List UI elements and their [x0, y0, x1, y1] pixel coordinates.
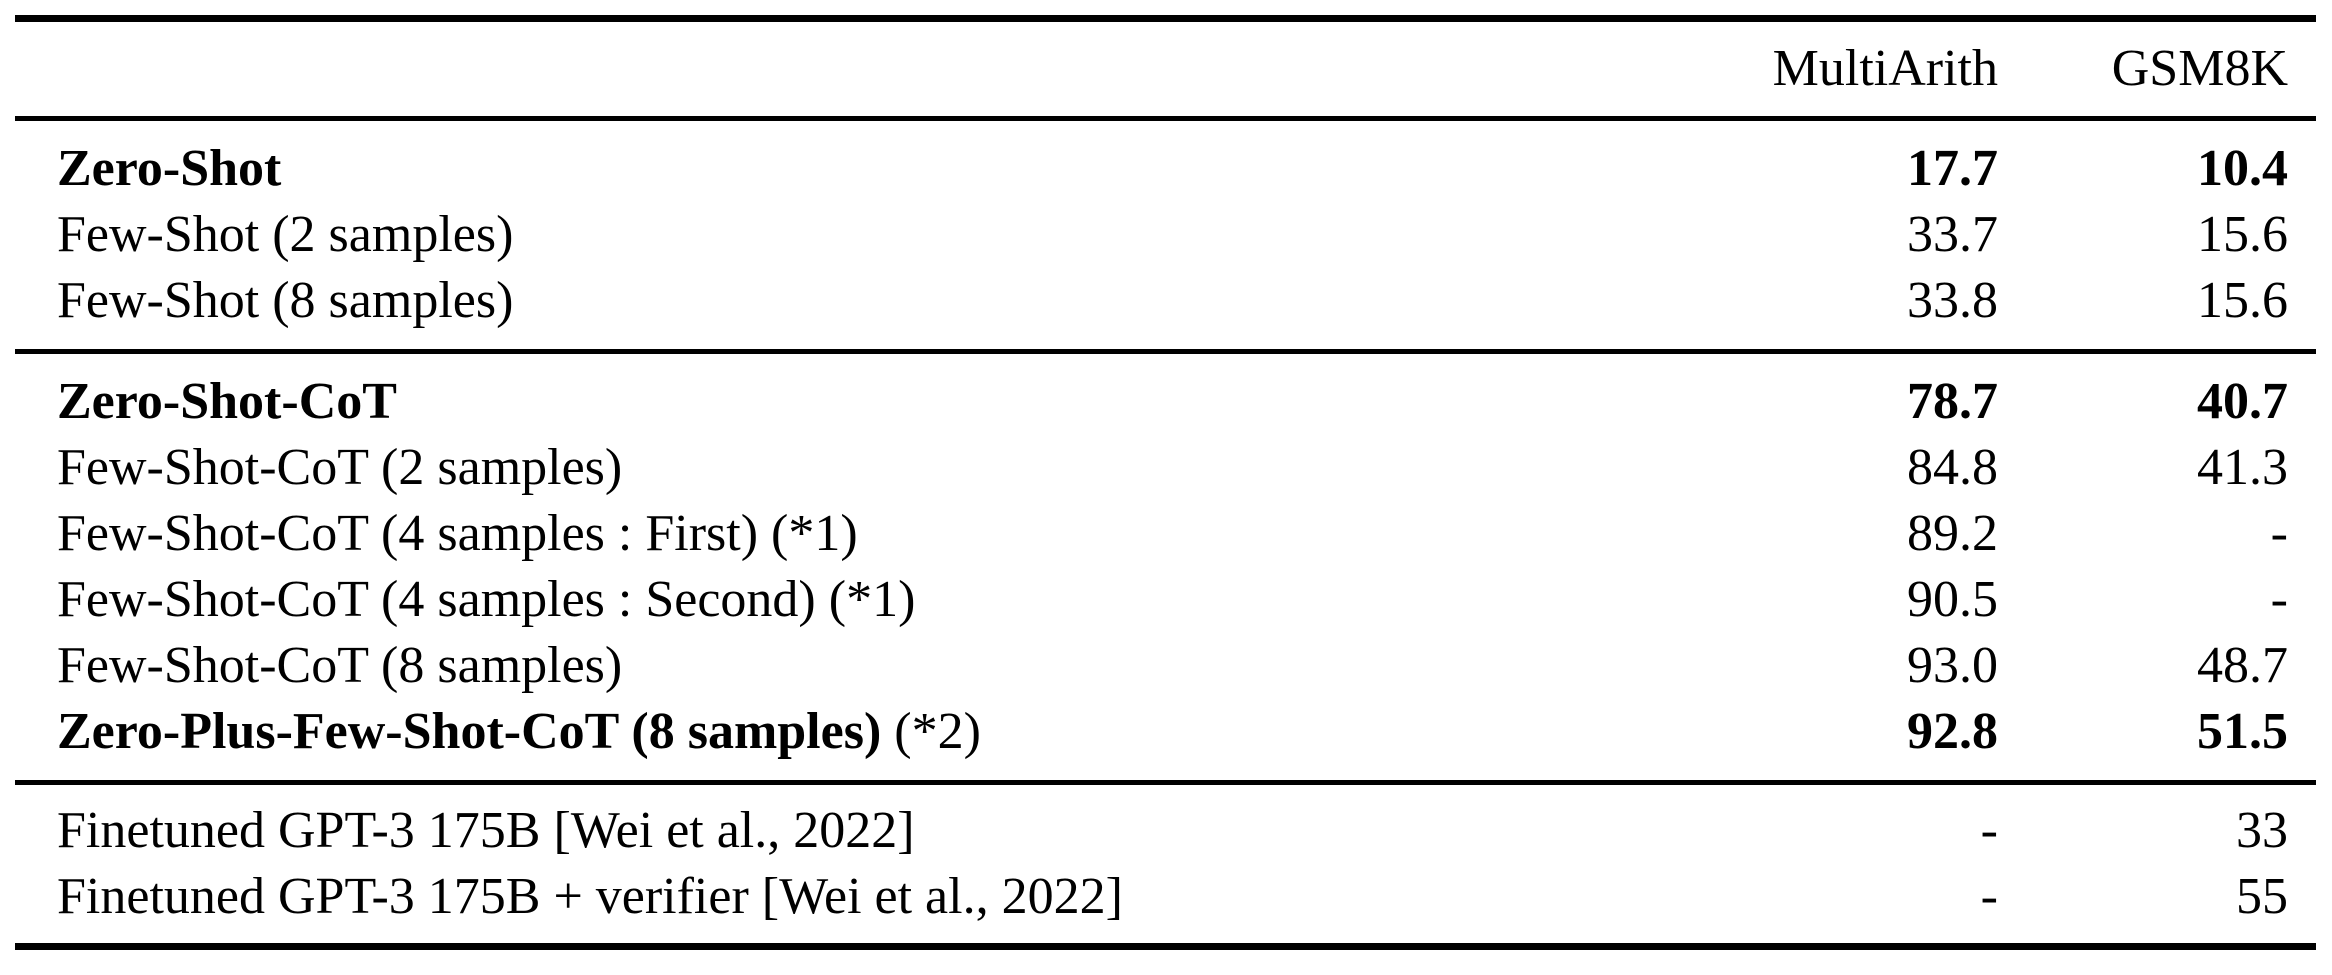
table-row: Zero-Shot 17.7 10.4 [57, 136, 2288, 202]
multiarith-value: - [1980, 802, 1998, 859]
method-label: Finetuned GPT-3 175B [Wei et al., 2022] [57, 798, 1698, 864]
gsm8k-value: - [2270, 505, 2288, 562]
section-baseline: Zero-Shot 17.7 10.4 Few-Shot (2 samples)… [15, 116, 2316, 349]
method-name: Few-Shot (8 samples) [57, 272, 514, 329]
method-name: Finetuned GPT-3 175B + verifier [Wei et … [57, 868, 1123, 925]
gsm8k-value: 10.4 [2197, 140, 2288, 197]
method-label: Zero-Shot-CoT [57, 369, 1698, 435]
header-row: MultiArith GSM8K [57, 36, 2288, 102]
method-label: Few-Shot (2 samples) [57, 202, 1698, 268]
multiarith-value: 90.5 [1907, 571, 1998, 628]
method-name: Finetuned GPT-3 175B [Wei et al., 2022] [57, 802, 915, 859]
table-row: Zero-Shot-CoT 78.7 40.7 [57, 369, 2288, 435]
section-cot: Zero-Shot-CoT 78.7 40.7 Few-Shot-CoT (2 … [15, 349, 2316, 780]
method-label: Finetuned GPT-3 175B + verifier [Wei et … [57, 864, 1698, 930]
multiarith-value: 84.8 [1907, 439, 1998, 496]
gsm8k-value: 15.6 [2197, 206, 2288, 263]
column-header-gsm8k: GSM8K [2111, 40, 2288, 97]
multiarith-value: 33.7 [1907, 206, 1998, 263]
method-name: Zero-Plus-Few-Shot-CoT (8 samples) [57, 703, 882, 760]
multiarith-value: 78.7 [1907, 373, 1998, 430]
method-label: Zero-Plus-Few-Shot-CoT (8 samples) (*2) [57, 699, 1698, 765]
method-name: Few-Shot-CoT (2 samples) [57, 439, 623, 496]
gsm8k-value: 15.6 [2197, 272, 2288, 329]
method-label: Few-Shot-CoT (4 samples : First) (*1) [57, 501, 1698, 567]
results-table: MultiArith GSM8K Zero-Shot 17.7 10.4 Few… [15, 15, 2316, 950]
table-row: Few-Shot-CoT (8 samples) 93.0 48.7 [57, 633, 2288, 699]
multiarith-value: 33.8 [1907, 272, 1998, 329]
method-name: Few-Shot (2 samples) [57, 206, 514, 263]
gsm8k-value: 41.3 [2197, 439, 2288, 496]
method-label: Few-Shot-CoT (4 samples : Second) (*1) [57, 567, 1698, 633]
multiarith-value: 93.0 [1907, 637, 1998, 694]
table-row: Finetuned GPT-3 175B [Wei et al., 2022] … [57, 798, 2288, 864]
method-name: Zero-Shot-CoT [57, 373, 397, 430]
table-row: Finetuned GPT-3 175B + verifier [Wei et … [57, 864, 2288, 930]
gsm8k-value: - [2270, 571, 2288, 628]
gsm8k-value: 33 [2236, 802, 2288, 859]
method-label: Zero-Shot [57, 136, 1698, 202]
table-row: Few-Shot (2 samples) 33.7 15.6 [57, 202, 2288, 268]
column-header-multiarith: MultiArith [1772, 40, 1998, 97]
table-row: Few-Shot-CoT (4 samples : First) (*1) 89… [57, 501, 2288, 567]
table-row: Zero-Plus-Few-Shot-CoT (8 samples) (*2) … [57, 699, 2288, 765]
gsm8k-value: 51.5 [2197, 703, 2288, 760]
page: { "table": { "columns": ["MultiArith", "… [0, 15, 2332, 975]
method-label: Few-Shot-CoT (2 samples) [57, 435, 1698, 501]
method-note: (*2) [881, 703, 981, 760]
table-row: Few-Shot-CoT (2 samples) 84.8 41.3 [57, 435, 2288, 501]
multiarith-value: 89.2 [1907, 505, 1998, 562]
method-label: Few-Shot (8 samples) [57, 268, 1698, 334]
multiarith-value: 17.7 [1907, 140, 1998, 197]
method-name: Few-Shot-CoT (4 samples : First) (*1) [57, 505, 858, 562]
multiarith-value: 92.8 [1907, 703, 1998, 760]
header-empty-cell [57, 36, 1698, 102]
table-row: Few-Shot-CoT (4 samples : Second) (*1) 9… [57, 567, 2288, 633]
table-row: Few-Shot (8 samples) 33.8 15.6 [57, 268, 2288, 334]
gsm8k-value: 48.7 [2197, 637, 2288, 694]
multiarith-value: - [1980, 868, 1998, 925]
method-label: Few-Shot-CoT (8 samples) [57, 633, 1698, 699]
gsm8k-value: 40.7 [2197, 373, 2288, 430]
method-name: Few-Shot-CoT (8 samples) [57, 637, 623, 694]
method-name: Few-Shot-CoT (4 samples : Second) (*1) [57, 571, 916, 628]
section-finetuned: Finetuned GPT-3 175B [Wei et al., 2022] … [15, 780, 2316, 943]
table-header-section: MultiArith GSM8K [15, 22, 2316, 116]
gsm8k-value: 55 [2236, 868, 2288, 925]
method-name: Zero-Shot [57, 140, 282, 197]
